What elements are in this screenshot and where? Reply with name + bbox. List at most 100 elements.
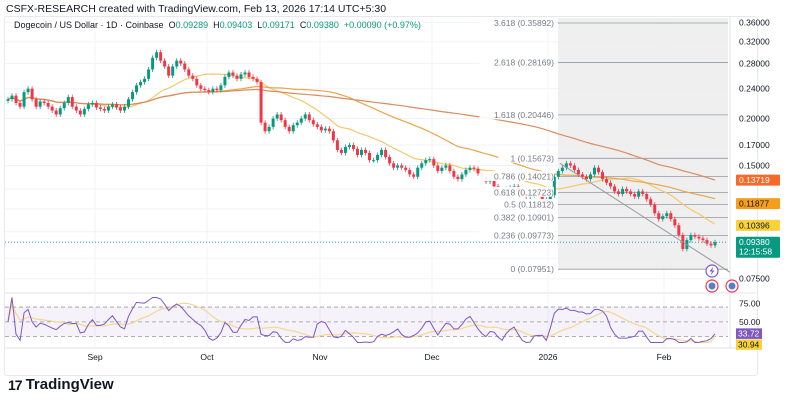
candle-body xyxy=(709,243,713,246)
fib-label-bg-3.618 xyxy=(479,17,554,28)
ma-mid-badge-text: 0.11877 xyxy=(739,199,769,209)
candle-body xyxy=(6,99,10,101)
candle-body xyxy=(70,97,74,107)
candle-body xyxy=(588,174,592,180)
candle-body xyxy=(665,213,669,217)
candle-body xyxy=(400,165,404,168)
candle-body xyxy=(58,108,62,115)
candle-body xyxy=(364,149,368,153)
candle-body xyxy=(641,191,645,194)
candle-body xyxy=(713,242,717,246)
price-axis-label: 0.32000 xyxy=(739,37,770,47)
candle-body xyxy=(223,76,227,86)
fib-labels-group: 3.618 (0.35892) 2.618 (0.28169) 1.618 (0.2… xyxy=(479,17,555,274)
candle-body xyxy=(227,72,231,77)
fib-label-1: 1 (0.15673) xyxy=(511,153,555,163)
fib-label-bg-1 xyxy=(498,152,554,163)
candle-body xyxy=(689,235,693,241)
fib-label-0.382: 0.382 (0.10901) xyxy=(494,213,554,223)
candle-body xyxy=(384,149,388,158)
brand-name: TradingView xyxy=(25,376,114,393)
ma-slow-line xyxy=(7,88,716,181)
candle-body xyxy=(299,118,303,123)
us-flag-event-icon-inner xyxy=(708,282,716,290)
candle-body xyxy=(191,75,195,79)
candle-body xyxy=(247,72,251,77)
candle-body xyxy=(239,74,243,79)
candle-body xyxy=(114,104,118,108)
fib-label-bg-0 xyxy=(498,263,554,274)
candle-body xyxy=(74,106,78,111)
candle-body xyxy=(564,163,568,168)
candle-body xyxy=(30,88,34,100)
price-axis-label: 0.28000 xyxy=(739,59,770,69)
candle-body xyxy=(279,114,283,121)
candle-body xyxy=(78,110,82,115)
candle-body xyxy=(183,63,187,70)
candle-body xyxy=(633,193,637,197)
candle-body xyxy=(18,102,22,107)
candle-body xyxy=(275,114,279,119)
rsi-badge-0 xyxy=(736,328,762,339)
time-axis-label: Sep xyxy=(87,352,102,362)
candle-body xyxy=(163,60,167,67)
candle-body xyxy=(66,97,70,103)
candle-body xyxy=(118,107,122,111)
candle-body xyxy=(396,165,400,168)
candle-body xyxy=(476,168,480,174)
candle-body xyxy=(127,99,131,107)
candle-body xyxy=(556,171,560,177)
last-price-badge-text: 0.09380 xyxy=(739,237,770,247)
candle-body xyxy=(215,88,219,91)
candle-body xyxy=(472,167,476,169)
fib-label-1.618: 1.618 (0.20446) xyxy=(494,110,554,120)
candle-body xyxy=(199,85,203,89)
fib-label-bg-0.236 xyxy=(479,229,554,240)
ma-fast-badge xyxy=(736,219,780,231)
candle-body xyxy=(110,104,114,107)
ma-slow-badge xyxy=(736,174,780,186)
fib-label-0.618: 0.618 (0.12723) xyxy=(494,187,554,197)
candle-body xyxy=(131,92,135,100)
candle-body xyxy=(335,140,339,150)
ma-fast-badge-text: 0.10396 xyxy=(739,220,770,230)
lightning-glyph xyxy=(709,266,715,276)
rsi-line xyxy=(7,297,716,344)
us-flag-event-icon-inner xyxy=(728,282,736,290)
price-axis-label: 0.24000 xyxy=(739,84,770,94)
price-axis-label: 0.36000 xyxy=(739,17,770,27)
close-label: C xyxy=(299,20,307,30)
last-price-badge-countdown: 12:15:58 xyxy=(739,247,772,257)
candle-body xyxy=(207,90,211,93)
candle-body xyxy=(693,235,697,237)
candle-body xyxy=(34,99,38,107)
last-price-badge xyxy=(736,236,780,258)
candle-body xyxy=(135,85,139,93)
trendline xyxy=(559,162,731,273)
candle-body xyxy=(440,167,444,172)
candle-body xyxy=(404,167,408,170)
candle-body xyxy=(617,191,621,194)
open-label: O xyxy=(168,20,176,30)
time-axis-label: Dec xyxy=(424,352,440,362)
candle-body xyxy=(412,174,416,177)
fib-label-0.236: 0.236 (0.09773) xyxy=(494,230,554,240)
candle-body xyxy=(122,106,126,111)
fib-label-0.786: 0.786 (0.14021) xyxy=(494,172,554,182)
candle-body xyxy=(267,126,271,132)
candle-body xyxy=(625,188,629,192)
low-label: L xyxy=(257,20,263,30)
candle-body xyxy=(452,171,456,177)
candle-body xyxy=(175,60,179,67)
candle-body xyxy=(576,169,580,175)
candle-body xyxy=(106,106,110,111)
fib-label-3.618: 3.618 (0.35892) xyxy=(494,18,554,28)
ma-mid-badge xyxy=(736,198,780,210)
time-axis-label: Feb xyxy=(657,352,672,362)
candle-body xyxy=(86,104,90,109)
candle-body xyxy=(10,95,14,100)
candle-body xyxy=(287,126,291,132)
fib-label-2.618: 2.618 (0.28169) xyxy=(494,58,554,68)
candle-body xyxy=(560,167,564,172)
